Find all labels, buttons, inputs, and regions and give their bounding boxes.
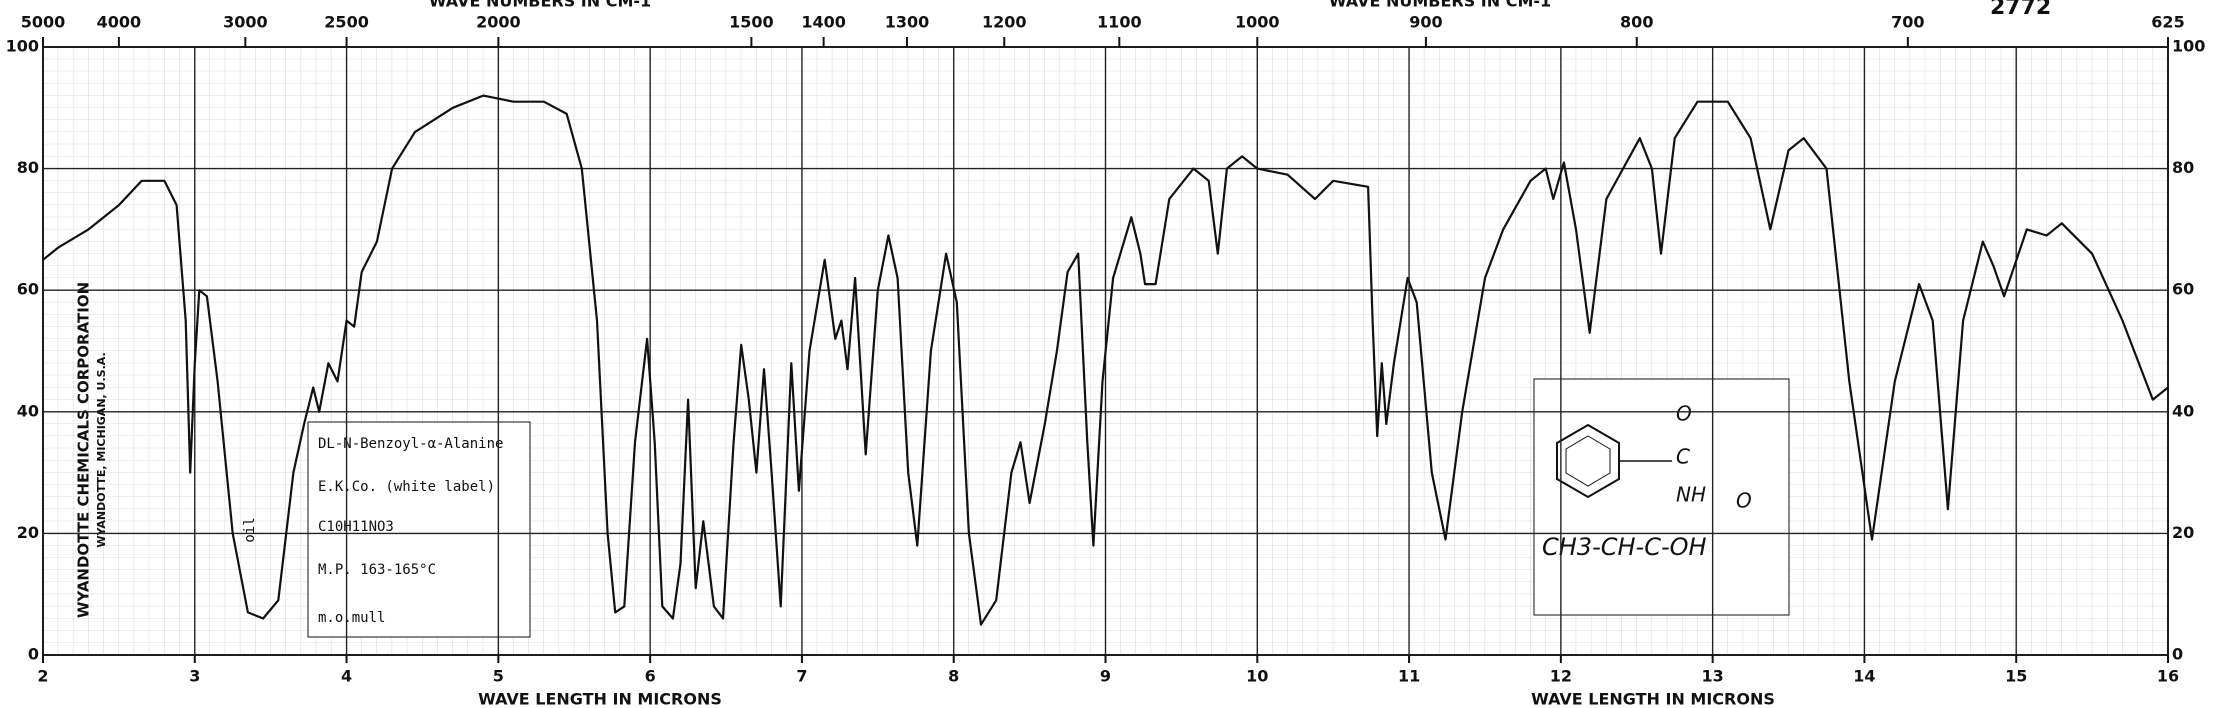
x-tick-label: 4: [341, 667, 352, 686]
x2-axis-label: WAVE NUMBERS IN CM-1: [429, 0, 651, 11]
x-tick-label: 8: [948, 667, 959, 686]
y2-tick-label: 0: [2172, 645, 2183, 664]
x-tick-label: 6: [645, 667, 656, 686]
x2-tick-label: 625: [2151, 13, 2184, 32]
sample-label: DL-N-Benzoyl-α-Alanine E.K.Co. (white la…: [307, 421, 531, 638]
x2-tick-label: 1500: [729, 13, 774, 32]
company: WYANDOTTE CHEMICALS CORPORATION: [75, 282, 93, 618]
x-tick-label: 15: [2005, 667, 2027, 686]
y-tick-label: 0: [28, 645, 39, 664]
x2-tick-label: 3000: [223, 13, 268, 32]
y-tick-label: 60: [17, 280, 39, 299]
y-tick-label: 40: [17, 401, 39, 420]
x2-tick-label: 900: [1409, 13, 1442, 32]
compound-name: DL-N-Benzoyl-α-Alanine: [318, 436, 503, 452]
x-tick-label: 14: [1853, 667, 1875, 686]
formula: C10H11NO3: [318, 519, 394, 535]
x-axis-label: WAVE LENGTH IN MICRONS: [1531, 690, 1775, 708]
x-tick-label: 10: [1246, 667, 1268, 686]
spectrum-line: [42, 94, 2169, 626]
x2-tick-label: 700: [1891, 13, 1924, 32]
y-tick-label: 100: [6, 37, 39, 56]
structure-atom: C: [1676, 445, 1690, 469]
x2-tick-label: 1100: [1097, 13, 1142, 32]
x2-tick-label: 800: [1620, 13, 1653, 32]
x-tick-label: 9: [1100, 667, 1111, 686]
label-box: [307, 421, 531, 638]
benzene-inner: [1565, 435, 1611, 487]
y2-tick-label: 100: [2172, 37, 2205, 56]
structure-atom: O: [1736, 489, 1752, 513]
y2-tick-label: 20: [2172, 523, 2194, 542]
benzene-ring: [1556, 423, 1620, 499]
x-tick-label: 16: [2157, 667, 2179, 686]
x2-tick-label: 4000: [97, 13, 142, 32]
x-tick-label: 11: [1398, 667, 1420, 686]
x2-tick-label: 1000: [1235, 13, 1280, 32]
x-tick-label: 13: [1702, 667, 1724, 686]
y-tick-label: 20: [17, 523, 39, 542]
company-location: WYANDOTTE, MICHIGAN, U.S.A.: [95, 352, 108, 547]
x2-tick-label: 1200: [982, 13, 1027, 32]
method: m.o.mull: [318, 610, 385, 626]
x-tick-label: 12: [1550, 667, 1572, 686]
y2-tick-label: 40: [2172, 401, 2194, 420]
x2-tick-label: 1400: [801, 13, 846, 32]
x2-tick-label: 5000: [21, 13, 66, 32]
x-axis-label: WAVE LENGTH IN MICRONS: [478, 690, 722, 708]
structure-chain: CH3-CH-C-OH: [1542, 533, 1707, 561]
oil-note: oil: [242, 517, 258, 542]
x2-tick-label: 2000: [476, 13, 521, 32]
y-tick-label: 80: [17, 158, 39, 177]
y2-tick-label: 60: [2172, 280, 2194, 299]
x-tick-label: 3: [189, 667, 200, 686]
x-tick-label: 7: [796, 667, 807, 686]
sample-number: 2772: [1990, 0, 2051, 20]
x2-tick-label: 2500: [324, 13, 369, 32]
x-tick-label: 5: [493, 667, 504, 686]
x2-tick-label: 1300: [885, 13, 930, 32]
x2-axis-label: WAVE NUMBERS IN CM-1: [1329, 0, 1551, 11]
structure: O C NH O CH3-CH-C-OH: [1533, 378, 1790, 616]
structure-atom: NH: [1676, 483, 1706, 507]
melting-point: M.P. 163-165°C: [318, 562, 436, 578]
y2-tick-label: 80: [2172, 158, 2194, 177]
structure-atom: O: [1676, 402, 1692, 426]
structure-box: [1533, 378, 1790, 616]
x-tick-label: 2: [37, 667, 48, 686]
source: E.K.Co. (white label): [318, 479, 495, 495]
